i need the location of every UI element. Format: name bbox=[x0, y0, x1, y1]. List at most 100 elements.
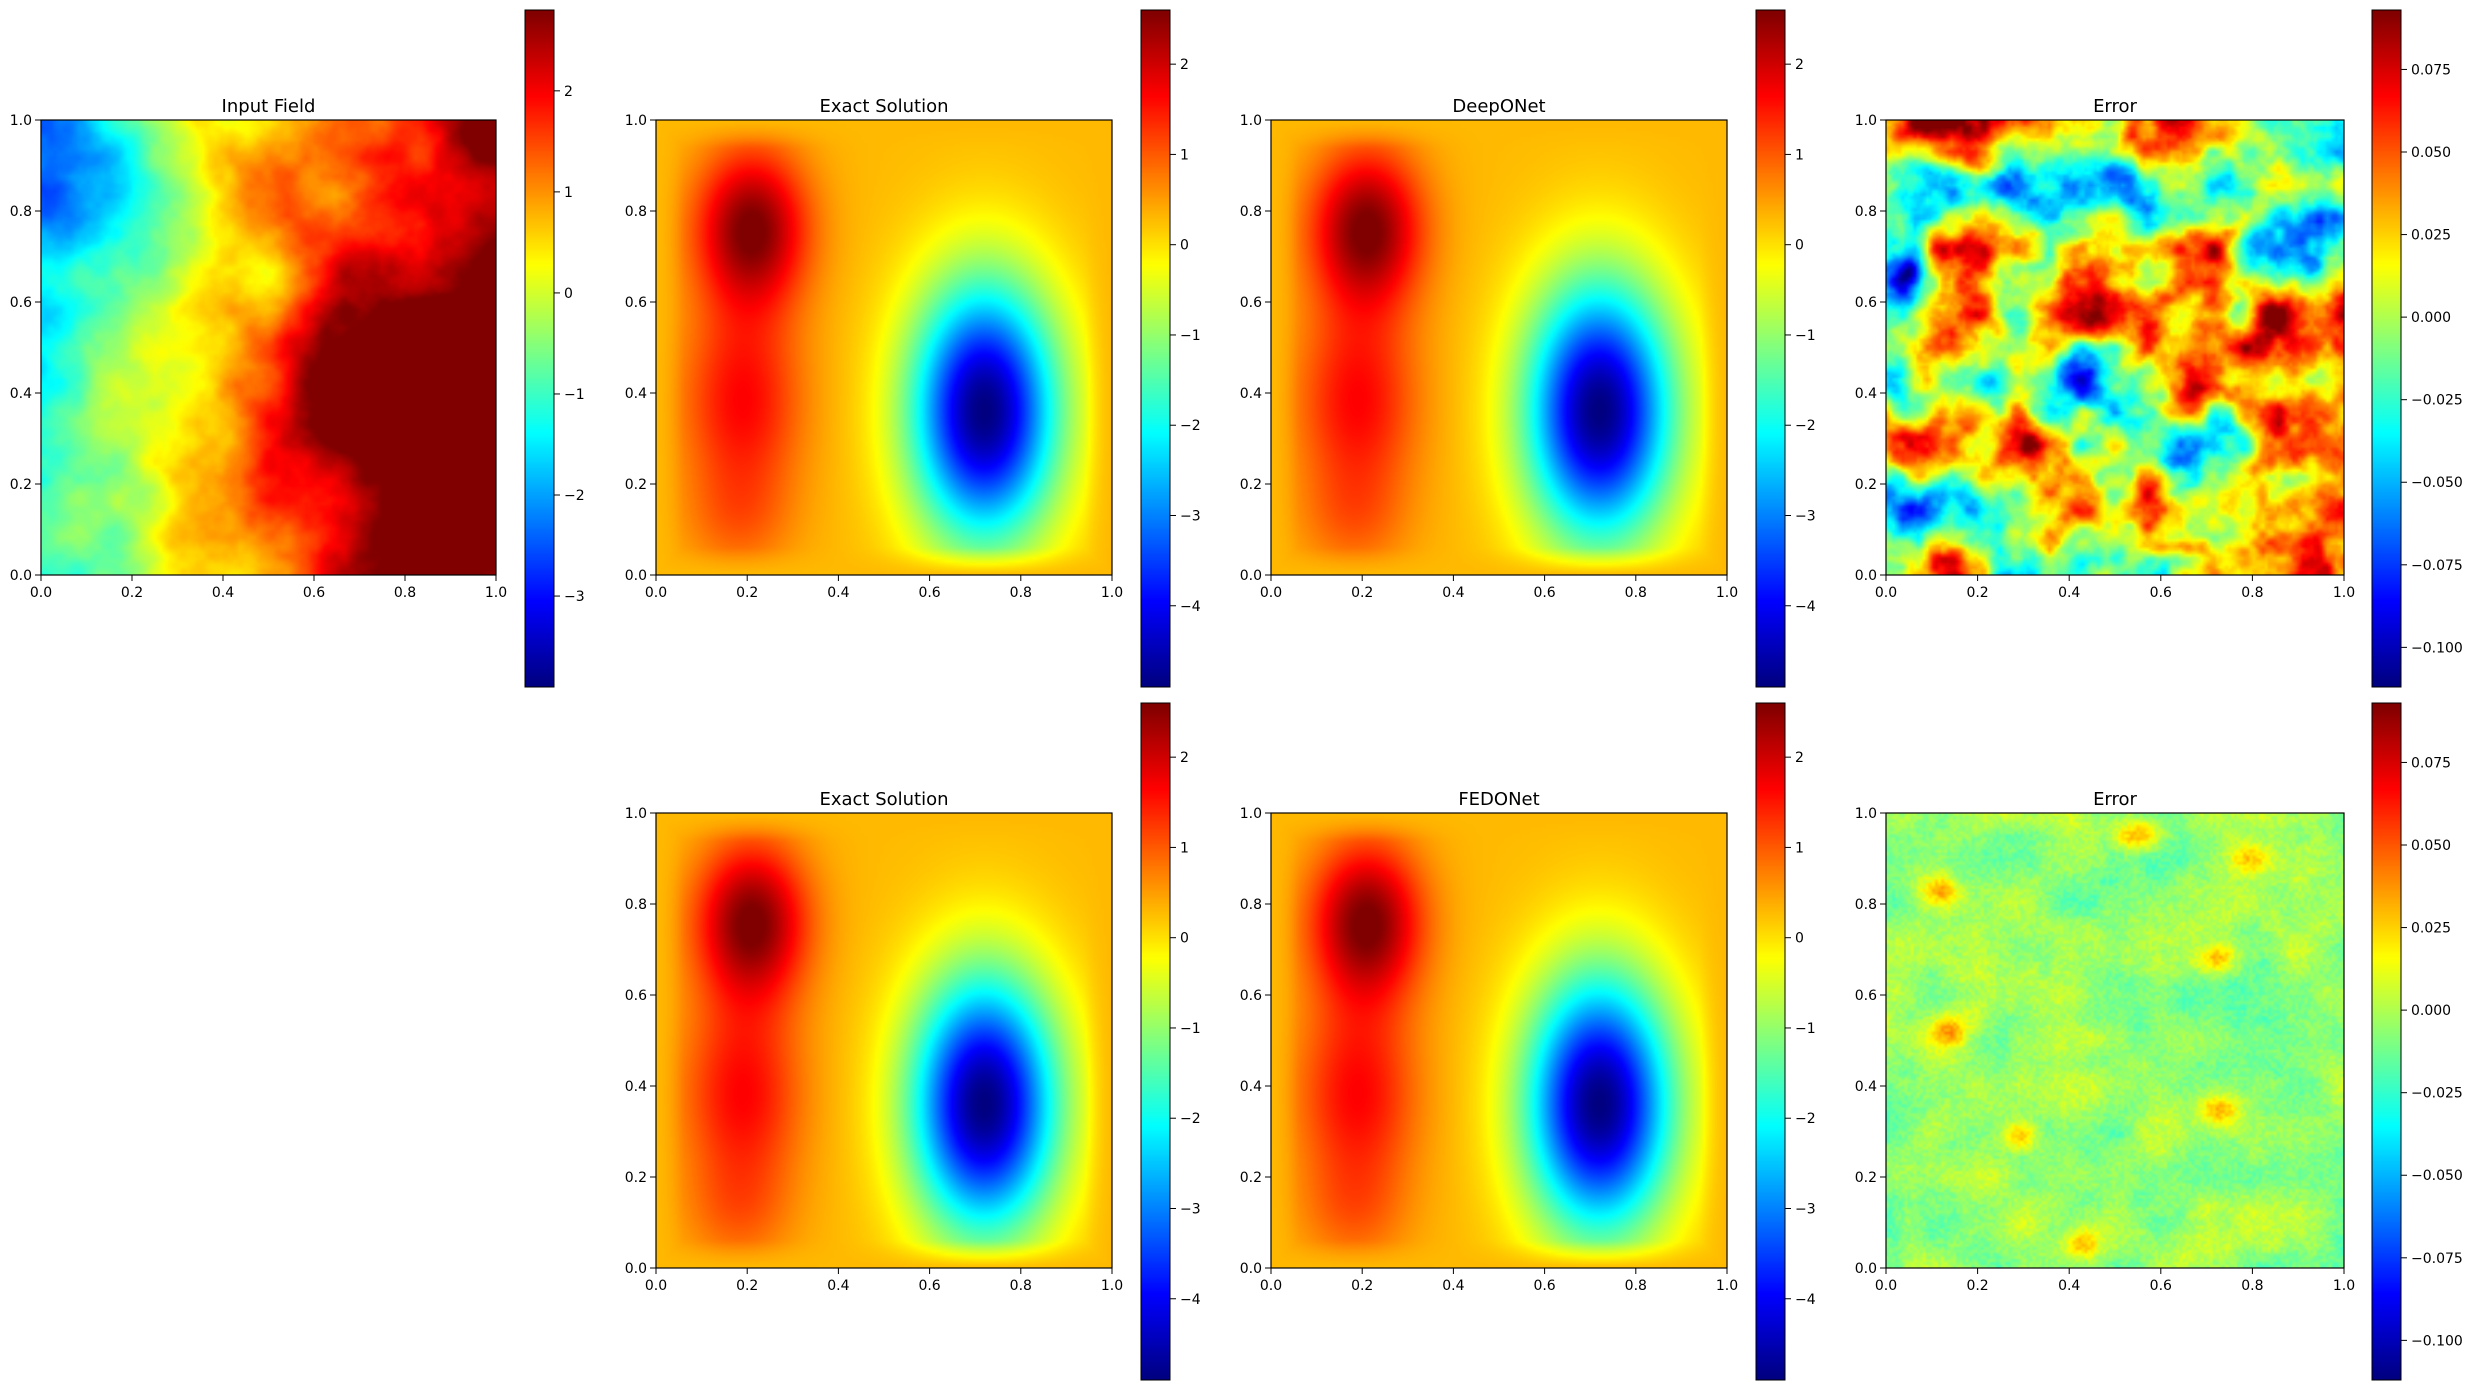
y-tick-label: 0.0 bbox=[10, 568, 32, 584]
colorbar-tick-label: −0.100 bbox=[2411, 640, 2463, 656]
axes-frame bbox=[1270, 812, 1728, 1269]
x-tick-label: 0.2 bbox=[736, 585, 758, 601]
x-tick-label: 0.2 bbox=[1351, 585, 1373, 601]
colorbar-tick-label: 0 bbox=[1795, 931, 1804, 947]
x-tick-label: 0.4 bbox=[2058, 585, 2080, 601]
y-tick-label: 0.6 bbox=[625, 295, 647, 311]
colorbar-frame bbox=[1140, 9, 1171, 688]
y-tick-label: 1.0 bbox=[1240, 113, 1262, 129]
colorbar-frame bbox=[1755, 702, 1786, 1381]
heatmap-image bbox=[1886, 120, 2344, 575]
colorbar-tick-label: 2 bbox=[1180, 57, 1189, 73]
colorbar-tick-label: −1 bbox=[1795, 328, 1816, 344]
heatmap-image bbox=[1271, 120, 1727, 575]
colorbar-gradient bbox=[525, 10, 554, 687]
y-tick-label: 0.6 bbox=[1855, 295, 1877, 311]
panel-title: Error bbox=[2093, 96, 2137, 117]
colorbar-frame bbox=[1140, 702, 1171, 1381]
colorbar-frame bbox=[524, 9, 555, 688]
colorbar-gradient bbox=[1141, 703, 1170, 1380]
y-tick-label: 0.4 bbox=[625, 386, 647, 402]
y-tick-label: 0.2 bbox=[625, 1170, 647, 1186]
y-tick-label: 0.0 bbox=[625, 568, 647, 584]
panel-6: FEDONet 0.0 0.2 0.4 0.6 0.8 1.0 0.0 0.2 0.4 0.6 0.8… bbox=[1240, 702, 1816, 1381]
y-tick-label: 0.6 bbox=[625, 988, 647, 1004]
x-tick-label: 0.8 bbox=[2241, 1278, 2263, 1294]
panel-title: Error bbox=[2093, 789, 2137, 810]
y-tick-label: 0.6 bbox=[1240, 988, 1262, 1004]
y-tick-label: 0.4 bbox=[1855, 386, 1877, 402]
colorbar-tick-label: 0.000 bbox=[2411, 1003, 2451, 1019]
y-tick-label: 0.4 bbox=[1240, 386, 1262, 402]
colorbar-tick-label: 1 bbox=[1180, 840, 1189, 856]
x-tick-label: 0.0 bbox=[30, 585, 52, 601]
y-tick-label: 0.4 bbox=[625, 1079, 647, 1095]
colorbar-tick-label: −4 bbox=[1795, 599, 1816, 615]
x-tick-label: 0.4 bbox=[2058, 1278, 2080, 1294]
colorbar-tick-label: −2 bbox=[1795, 1111, 1816, 1127]
y-tick-label: 0.8 bbox=[625, 204, 647, 220]
colorbar-tick-label: −3 bbox=[1795, 508, 1816, 524]
heatmap-image bbox=[1886, 813, 2344, 1268]
x-tick-label: 0.8 bbox=[1010, 1278, 1032, 1294]
y-tick-label: 0.8 bbox=[10, 204, 32, 220]
colorbar-tick-label: −1 bbox=[1180, 328, 1201, 344]
colorbar-tick-label: −4 bbox=[1180, 1292, 1201, 1308]
y-tick-label: 1.0 bbox=[1240, 806, 1262, 822]
x-tick-label: 0.8 bbox=[1625, 1278, 1647, 1294]
y-tick-label: 0.4 bbox=[1855, 1079, 1877, 1095]
x-tick-label: 0.0 bbox=[1875, 585, 1897, 601]
y-tick-label: 0.6 bbox=[1855, 988, 1877, 1004]
panel-7: Error 0.0 0.2 0.4 0.6 0.8 1.0 0.0 0.2 0.4 0.6 0.8 1.… bbox=[1855, 702, 2463, 1381]
y-tick-label: 0.4 bbox=[1240, 1079, 1262, 1095]
y-tick-label: 0.8 bbox=[1855, 897, 1877, 913]
colorbar-tick-label: 0.025 bbox=[2411, 228, 2451, 244]
colorbar-tick-label: 0.050 bbox=[2411, 145, 2451, 161]
y-tick-label: 0.2 bbox=[1240, 1170, 1262, 1186]
y-tick-label: 0.6 bbox=[10, 295, 32, 311]
colorbar-tick-label: 1 bbox=[564, 185, 573, 201]
y-tick-label: 1.0 bbox=[10, 113, 32, 129]
x-tick-label: 0.4 bbox=[212, 585, 234, 601]
y-tick-label: 1.0 bbox=[625, 806, 647, 822]
panel-title: Exact Solution bbox=[819, 789, 948, 810]
axes-frame bbox=[1885, 812, 2345, 1269]
colorbar-frame bbox=[2371, 9, 2402, 688]
x-tick-label: 1.0 bbox=[2333, 585, 2355, 601]
x-tick-label: 0.8 bbox=[2241, 585, 2263, 601]
x-tick-label: 1.0 bbox=[1716, 585, 1738, 601]
panel-title: DeepONet bbox=[1452, 96, 1545, 117]
x-tick-label: 0.6 bbox=[303, 585, 325, 601]
colorbar-tick-label: −0.100 bbox=[2411, 1333, 2463, 1349]
colorbar-tick-label: 0.075 bbox=[2411, 755, 2451, 771]
heatmap-image bbox=[41, 120, 496, 575]
axes-frame bbox=[40, 119, 497, 576]
y-tick-label: 0.2 bbox=[1855, 1170, 1877, 1186]
colorbar-tick-label: −0.025 bbox=[2411, 1086, 2463, 1102]
colorbar-tick-label: −0.050 bbox=[2411, 475, 2463, 491]
axes-frame bbox=[655, 812, 1113, 1269]
x-tick-label: 0.6 bbox=[2150, 585, 2172, 601]
axes-frame bbox=[1270, 119, 1728, 576]
x-tick-label: 0.8 bbox=[1010, 585, 1032, 601]
axes-frame bbox=[655, 119, 1113, 576]
colorbar-gradient bbox=[2372, 703, 2401, 1380]
panel-1: Input Field 0.0 0.2 0.4 0.6 0.8 1.0 0.0 0.2 0.4 0.… bbox=[10, 9, 585, 688]
y-tick-label: 0.0 bbox=[625, 1261, 647, 1277]
x-tick-label: 0.0 bbox=[1260, 1278, 1282, 1294]
colorbar-tick-label: 0 bbox=[1795, 238, 1804, 254]
x-tick-label: 0.6 bbox=[1533, 585, 1555, 601]
colorbar-tick-label: −0.075 bbox=[2411, 558, 2463, 574]
colorbar-tick-label: −0.075 bbox=[2411, 1251, 2463, 1267]
x-tick-label: 0.4 bbox=[827, 1278, 849, 1294]
x-tick-label: 0.0 bbox=[1875, 1278, 1897, 1294]
panel-4: Error 0.0 0.2 0.4 0.6 0.8 1.0 0.0 0.2 0.4 0.6 0.8 1.… bbox=[1855, 9, 2463, 688]
x-tick-label: 0.8 bbox=[394, 585, 416, 601]
colorbar-tick-label: 1 bbox=[1795, 147, 1804, 163]
y-tick-label: 0.2 bbox=[625, 477, 647, 493]
colorbar-frame bbox=[1755, 9, 1786, 688]
y-tick-label: 0.0 bbox=[1240, 568, 1262, 584]
y-tick-label: 0.2 bbox=[10, 477, 32, 493]
colorbar-tick-label: 0 bbox=[564, 286, 573, 302]
colorbar-tick-label: −2 bbox=[1795, 418, 1816, 434]
